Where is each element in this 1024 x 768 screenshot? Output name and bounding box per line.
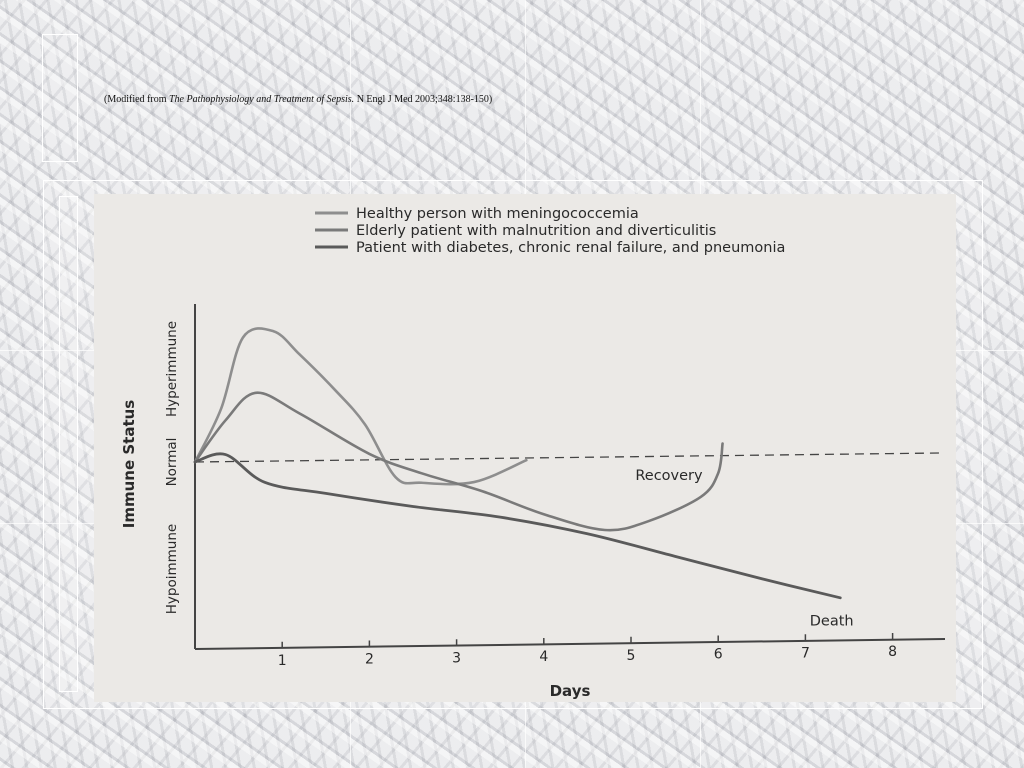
series-line <box>193 391 724 532</box>
y-region-label: Hyperimmune <box>164 321 180 417</box>
x-tick-label: 4 <box>539 649 548 665</box>
series-line <box>193 452 842 600</box>
y-axis-label: Immune Status <box>120 400 138 529</box>
annotations: Recovery Death <box>635 468 853 629</box>
x-tick-label: 1 <box>278 653 287 669</box>
legend-entry: Elderly patient with malnutrition and di… <box>356 223 716 239</box>
chart-figure: Healthy person with meningococcemia Elder… <box>94 194 956 702</box>
x-tick-label: 6 <box>714 647 723 663</box>
series-group <box>193 327 842 600</box>
x-tick-label: 3 <box>452 650 461 666</box>
x-tick-label: 8 <box>888 644 897 660</box>
chart-annotation: Recovery <box>635 468 703 484</box>
citation-prefix: (Modified from <box>104 94 169 105</box>
legend: Healthy person with meningococcemiaElder… <box>315 206 785 256</box>
citation-title: The Pathophysiology and Treatment of Sep… <box>169 94 355 105</box>
immune-status-chart: Healthy person with meningococcemiaElder… <box>120 206 946 700</box>
series-line <box>193 327 528 486</box>
citation-suffix: N Engl J Med 2003;348:138-150) <box>354 94 493 105</box>
x-tick-label: 2 <box>365 652 374 668</box>
citation: (Modified from The Pathophysiology and T… <box>104 94 492 105</box>
x-tick-label: 7 <box>801 645 810 661</box>
chart-annotation: Death <box>810 613 854 629</box>
legend-entry: Patient with diabetes, chronic renal fai… <box>356 240 785 256</box>
slide-side-tab <box>59 196 78 692</box>
y-region-label: Hypoimmune <box>164 524 180 614</box>
y-region-labels: Hyperimmune Normal Hypoimmune <box>164 321 180 614</box>
y-region-label: Normal <box>164 438 180 487</box>
x-axis-line <box>194 638 946 650</box>
x-axis-label: Days <box>550 682 591 700</box>
legend-entry: Healthy person with meningococcemia <box>356 206 639 222</box>
x-ticks: 1 2 3 4 5 6 7 8 <box>278 633 897 669</box>
slide-side-tab <box>42 34 78 162</box>
x-tick-label: 5 <box>627 648 636 664</box>
normal-baseline <box>194 452 940 463</box>
